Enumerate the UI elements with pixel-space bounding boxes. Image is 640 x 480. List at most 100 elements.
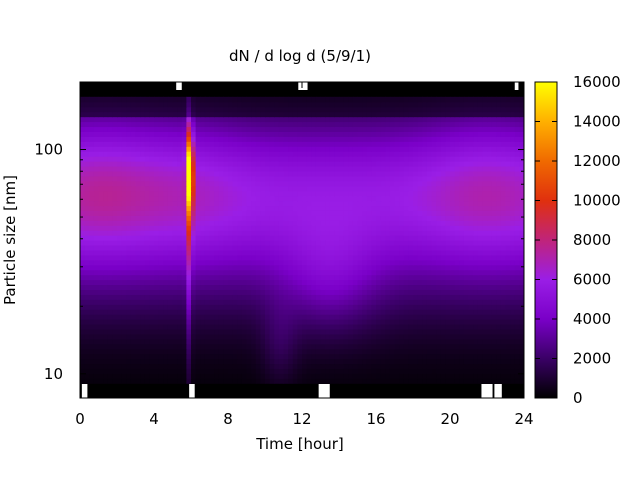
heatmap-cell	[413, 294, 419, 300]
heatmap-cell	[260, 126, 266, 132]
heatmap-cell	[482, 244, 488, 251]
heatmap-cell	[348, 220, 354, 226]
heatmap-cell	[246, 220, 252, 226]
heatmap-cell	[191, 249, 197, 256]
heatmap-cell	[232, 136, 238, 142]
heatmap-cell	[348, 210, 354, 216]
heatmap-cell	[232, 289, 238, 295]
heatmap-cell	[288, 259, 294, 266]
heatmap-cell	[450, 210, 456, 216]
heatmap-cell	[408, 249, 414, 256]
heatmap-cell	[487, 363, 493, 369]
heatmap-cell	[117, 319, 123, 325]
heatmap-cell	[413, 373, 419, 379]
heatmap-cell	[376, 304, 382, 310]
heatmap-cell	[191, 195, 197, 202]
heatmap-cell	[232, 220, 238, 226]
heatmap-cell	[204, 289, 211, 295]
heatmap-cell	[126, 373, 132, 379]
heatmap-cell	[422, 323, 428, 330]
heatmap-cell	[394, 274, 400, 281]
heatmap-cell	[130, 146, 137, 152]
heatmap-cell	[436, 190, 442, 197]
heatmap-cell	[223, 146, 229, 152]
heatmap-cell	[204, 215, 211, 221]
heatmap-cell	[343, 259, 349, 266]
heatmap-cell	[403, 319, 409, 325]
heatmap-cell	[302, 225, 308, 231]
heatmap-cell	[399, 151, 405, 157]
heatmap-cell	[80, 254, 86, 261]
heatmap-cell	[93, 343, 100, 350]
heatmap-cell	[177, 368, 183, 374]
heatmap-cell	[413, 151, 419, 157]
heatmap-cell	[357, 151, 363, 157]
heatmap-cell	[385, 284, 391, 290]
heatmap-cell	[265, 190, 271, 197]
heatmap-cell	[403, 368, 409, 374]
heatmap-cell	[140, 363, 146, 369]
heatmap-cell	[334, 289, 340, 295]
heatmap-cell	[431, 363, 437, 369]
heatmap-cell	[140, 338, 146, 345]
heatmap-cell	[163, 368, 169, 374]
heatmap-cell	[505, 165, 511, 172]
heatmap-cell	[117, 294, 123, 300]
heatmap-cell	[191, 146, 197, 152]
heatmap-cell	[380, 343, 386, 350]
heatmap-cell	[445, 304, 451, 310]
heatmap-cell	[195, 240, 201, 246]
heatmap-cell	[214, 348, 220, 355]
heatmap-cell	[177, 294, 183, 300]
heatmap-cell	[80, 185, 86, 192]
heatmap-cell	[454, 353, 460, 360]
heatmap-cell	[214, 373, 220, 379]
heatmap-cell	[403, 240, 409, 246]
heatmap-cell	[126, 180, 132, 187]
heatmap-cell	[450, 220, 456, 226]
heatmap-cell	[200, 274, 206, 281]
heatmap-cell	[228, 180, 234, 187]
heatmap-cell	[98, 161, 104, 167]
heatmap-cell	[376, 215, 382, 221]
heatmap-cell	[204, 180, 211, 187]
heatmap-cell	[209, 225, 215, 231]
heatmap-cell	[89, 235, 95, 241]
heatmap-cell	[167, 195, 174, 202]
heatmap-cell	[403, 294, 409, 300]
heatmap-cell	[440, 185, 446, 192]
heatmap-cell	[454, 279, 460, 286]
heatmap-cell	[218, 289, 224, 295]
heatmap-cell	[117, 141, 123, 147]
heatmap-cell	[431, 343, 437, 350]
heatmap-cell	[80, 304, 86, 310]
heatmap-cell	[89, 210, 95, 216]
heatmap-cell	[436, 309, 442, 315]
heatmap-cell	[181, 358, 187, 365]
heatmap-cell	[426, 353, 433, 360]
heatmap-cell	[158, 378, 164, 384]
heatmap-cell	[158, 230, 164, 236]
heatmap-cell	[450, 175, 456, 182]
heatmap-cell	[167, 220, 174, 226]
heatmap-cell	[394, 141, 400, 147]
heatmap-cell	[450, 264, 456, 271]
heatmap-cell	[177, 348, 183, 355]
heatmap-cell	[195, 304, 201, 310]
heatmap-cell	[422, 279, 428, 286]
heatmap-cell	[454, 254, 460, 261]
heatmap-cell	[292, 175, 298, 182]
heatmap-cell	[394, 185, 400, 192]
heatmap-cell	[232, 161, 238, 167]
heatmap-cell	[84, 294, 90, 300]
heatmap-cell	[283, 373, 289, 379]
heatmap-cell	[376, 205, 382, 211]
heatmap-cell	[112, 235, 118, 241]
heatmap-cell	[283, 353, 289, 360]
heatmap-cell	[413, 328, 419, 335]
heatmap-cell	[315, 156, 322, 162]
heatmap-cell	[459, 304, 465, 310]
heatmap-cell	[154, 309, 160, 315]
heatmap-cell	[84, 195, 90, 202]
heatmap-cell	[426, 343, 433, 350]
